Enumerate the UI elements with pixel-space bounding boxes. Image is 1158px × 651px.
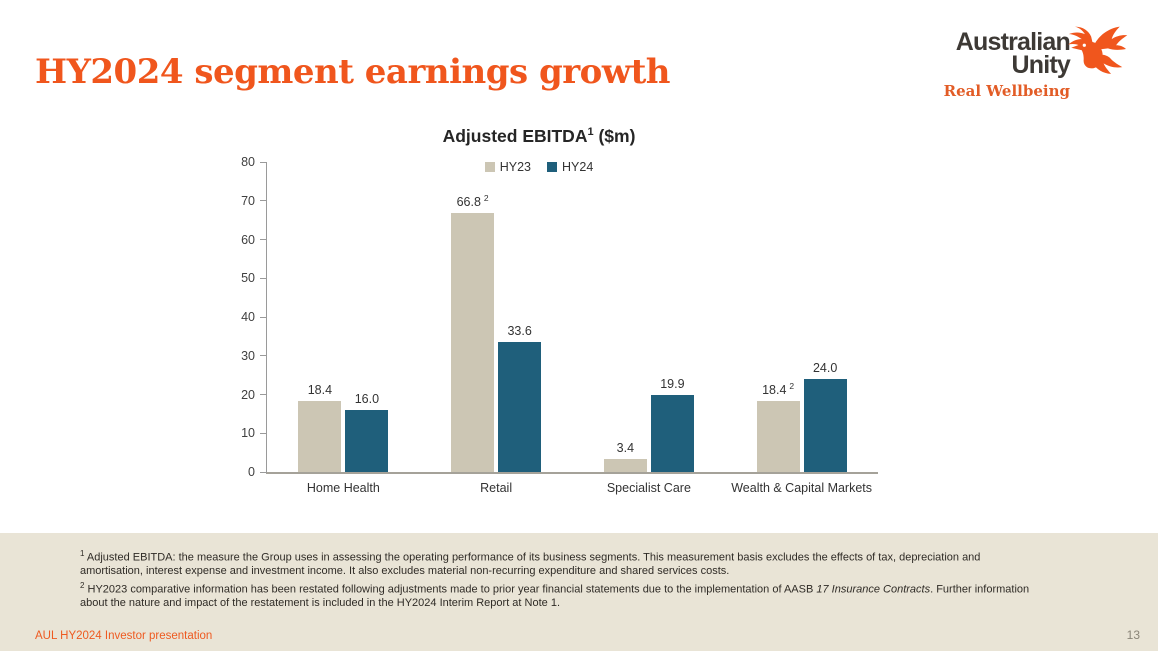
- y-axis-tick-label: 60: [241, 232, 255, 247]
- bar-value-label: 24.0: [812, 361, 838, 375]
- y-axis-tick-mark: [260, 394, 267, 395]
- category-group-retail: 66.8 2 33.6 Retail: [420, 162, 573, 495]
- category-group-home-health: 18.4 16.0 Home Health: [267, 162, 420, 495]
- footnote-2-text-a: HY2023 comparative information has been …: [84, 583, 817, 596]
- footnote-1: 1 Adjusted EBITDA: the measure the Group…: [80, 547, 1036, 579]
- logo-name-line2: Unity: [1011, 51, 1070, 79]
- bar-groups: 18.4 16.0 Home Health 66.8 2 33.6 Retail 3.4 19.…: [267, 162, 878, 495]
- bar-hy24-retail: 33.6: [498, 324, 542, 472]
- logo-row: Australian Unity Real Wellbeing: [943, 26, 1132, 101]
- legend-label: HY23: [499, 160, 531, 174]
- bar-value-label: 66.8 2: [456, 193, 489, 210]
- bar-hy24-specialist-care: 19.9: [650, 377, 694, 472]
- chart-legend: HY23 HY24: [200, 160, 878, 174]
- bar-value-label: 19.9: [660, 376, 685, 391]
- footer-presentation-label: AUL HY2024 Investor presentation: [35, 630, 213, 642]
- page-number: 13: [1126, 628, 1140, 642]
- bar-value-label: 33.6: [507, 323, 532, 338]
- y-axis-tick-label: 80: [241, 155, 255, 169]
- y-axis-tick-label: 40: [241, 310, 255, 324]
- page-title: HY2024 segment earnings growth: [35, 52, 671, 92]
- x-axis-category-label: Wealth & Capital Markets: [731, 481, 873, 495]
- bar-hy23-retail: 66.8 2: [451, 193, 495, 472]
- legend-item-hy24: HY24: [547, 160, 593, 174]
- y-axis-tick-label: 30: [241, 348, 255, 363]
- australian-unity-logo: Australian Unity Real Wellbeing: [943, 26, 1132, 101]
- logo-text-column: Australian Unity Real Wellbeing: [943, 28, 1071, 101]
- chart-title-main: Adjusted EBITDA: [442, 126, 588, 146]
- bar-hy23-specialist-care: 3.4: [603, 441, 647, 472]
- y-axis-tick-mark: [260, 161, 267, 163]
- bar-value-superscript: 2: [789, 380, 795, 391]
- y-axis-tick-label: 0: [248, 465, 255, 479]
- y-axis-tick-mark: [260, 471, 267, 473]
- chart-title-superscript: 1: [587, 126, 594, 139]
- bar-value-label: 18.4 2: [762, 380, 795, 397]
- footnotes: 1 Adjusted EBITDA: the measure the Group…: [80, 547, 1036, 610]
- chart-title-suffix: ($m): [593, 126, 636, 146]
- category-group-specialist-care: 3.4 19.9 Specialist Care: [573, 162, 726, 495]
- logo-name-line1: Australian: [955, 28, 1071, 56]
- bar-value-label: 3.4: [616, 440, 635, 455]
- bar-hy23-home-health: 18.4: [298, 383, 342, 472]
- chart-title: Adjusted EBITDA1 ($m): [200, 126, 878, 147]
- y-axis-tick-mark: [260, 200, 267, 202]
- x-axis-category-label: Retail: [480, 481, 513, 495]
- footnote-band: 1 Adjusted EBITDA: the measure the Group…: [0, 533, 1158, 651]
- footnote-2: 2 HY2023 comparative information has bee…: [80, 579, 1036, 611]
- footnote-2-italic: 17 Insurance Contracts: [816, 583, 931, 596]
- y-axis-tick-mark: [260, 432, 267, 434]
- legend-swatch-hy24: [547, 162, 557, 172]
- y-axis-tick-mark: [260, 277, 267, 279]
- bar-hy24-home-health: 16.0: [345, 392, 389, 472]
- legend-item-hy23: HY23: [484, 160, 531, 174]
- y-axis-tick-label: 10: [241, 426, 255, 441]
- bar-hy24-wealth-capital-markets: 24.0: [803, 361, 847, 472]
- footnote-1-marker: 1: [80, 549, 85, 558]
- y-axis-tick-label: 20: [241, 387, 255, 402]
- legend-label: HY24: [562, 160, 594, 174]
- category-group-wealth-capital-markets: 18.4 2 24.0 Wealth & Capital Markets: [725, 162, 878, 495]
- logo-wordmark: Australian Unity: [944, 28, 1071, 79]
- legend-swatch-hy23: [484, 162, 495, 172]
- bar-value-superscript: 2: [483, 193, 489, 203]
- x-axis-category-label: Home Health: [306, 481, 380, 495]
- y-axis-tick-mark: [260, 355, 267, 357]
- phoenix-bird-icon: [1068, 26, 1128, 74]
- bar-value-label: 18.4: [307, 382, 333, 397]
- bar-value-label: 16.0: [354, 392, 380, 406]
- x-axis-category-label: Specialist Care: [606, 481, 691, 495]
- y-axis-tick-label: 50: [241, 271, 255, 286]
- logo-tagline: Real Wellbeing: [943, 82, 1070, 100]
- y-axis-tick-mark: [260, 316, 267, 318]
- y-axis-tick-mark: [260, 239, 267, 240]
- y-axis-tick-label: 70: [241, 193, 255, 208]
- footnote-1-text: Adjusted EBITDA: the measure the Group u…: [80, 551, 981, 578]
- footnote-2-marker: 2: [80, 580, 85, 590]
- footnote-2-text-b: . Further information about the nature a…: [80, 583, 1030, 609]
- chart-plot-area: 0 10 20 30 40 50 60 70 80 18.4 16.0 Home Health 66.8…: [241, 155, 878, 495]
- bar-hy23-wealth-capital-markets: 18.4 2: [756, 381, 800, 472]
